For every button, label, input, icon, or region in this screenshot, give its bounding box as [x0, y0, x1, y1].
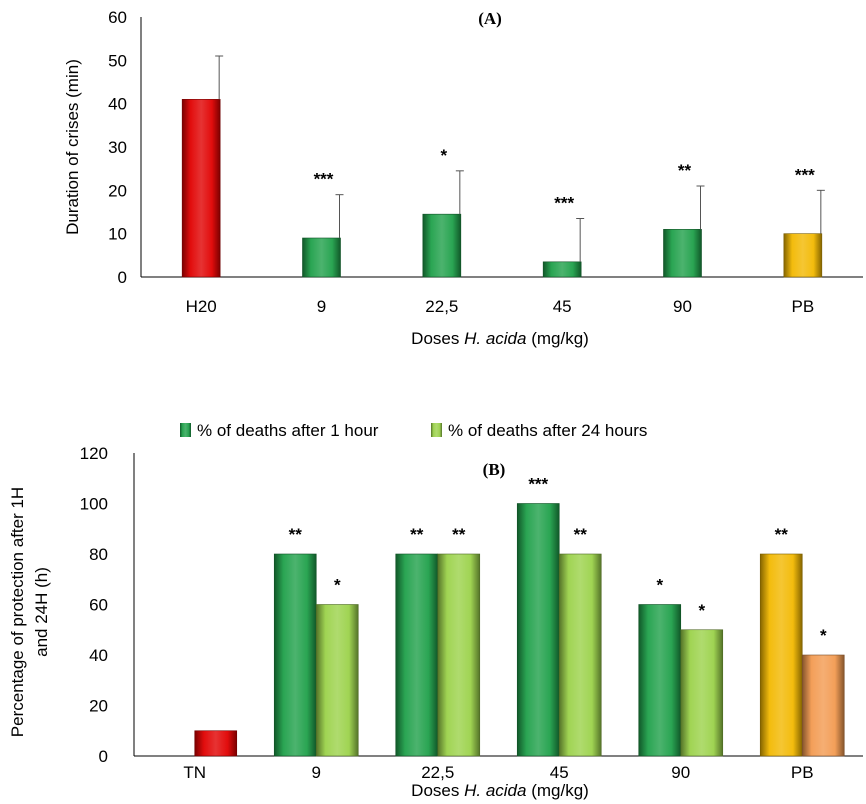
- panel-a-significance-mark: ***: [554, 194, 574, 213]
- panel-a-y-ticks: 0 10 20 30 40 50 60: [108, 8, 127, 287]
- panel-a: (A) Duration of crises (min) 0 10 20 30 40 50…: [63, 8, 863, 348]
- panel-b-title: (B): [483, 460, 506, 479]
- panel-a-title: (A): [478, 9, 502, 28]
- panel-a-y-axis-label: Duration of crises (min): [63, 59, 82, 235]
- panel-b-x-tick-label: TN: [183, 763, 206, 782]
- panel-a-x-tick-label: 22,5: [425, 297, 458, 316]
- panel-b-significance-mark: *: [698, 601, 705, 620]
- panel-b-bar-24h: [315, 604, 359, 757]
- panel-b-bar-1h: [759, 553, 803, 757]
- panel-b-x-tick-label: 45: [550, 763, 569, 782]
- panel-a-x-tick-label: 90: [673, 297, 692, 316]
- panel-a-bar: [542, 261, 582, 278]
- legend-item-1h: % of deaths after 1 hour: [180, 421, 379, 440]
- panel-a-x-tick-label: 45: [553, 297, 572, 316]
- legend-label-24h: % of deaths after 24 hours: [448, 421, 647, 440]
- panel-b-bar-24h: [437, 553, 481, 757]
- panel-a-y-tick-label: 0: [118, 268, 127, 287]
- panel-b-significance-mark: *: [334, 576, 341, 595]
- panel-b-significance-mark: **: [574, 525, 588, 544]
- panel-a-y-tick-label: 50: [108, 51, 127, 70]
- panel-a-bars: [181, 99, 823, 278]
- panel-a-x-ticks: H20 9 22,5 45 90 PB: [186, 297, 815, 316]
- panel-a-error-bars: [215, 55, 825, 262]
- panel-a-x-tick-label: PB: [791, 297, 814, 316]
- panel-a-y-tick-label: 30: [108, 138, 127, 157]
- panel-a-y-tick-label: 60: [108, 8, 127, 27]
- panel-b-bar-24h: [801, 654, 845, 757]
- panel-b-y-tick-label: 80: [89, 545, 108, 564]
- panel-a-bar: [422, 213, 462, 278]
- panel-b-y-tick-label: 60: [89, 596, 108, 615]
- panel-a-x-axis-label: Doses H. acida (mg/kg): [411, 329, 589, 348]
- legend-item-24h: % of deaths after 24 hours: [431, 421, 647, 440]
- panel-a-significance-mark: **: [678, 161, 692, 180]
- panel-b-significance-mark: **: [289, 525, 303, 544]
- panel-b-bar-24h: [194, 730, 238, 757]
- panel-b-y-ticks: 0 20 40 60 80 100 120: [80, 444, 108, 766]
- panel-b-significance-mark: *: [820, 626, 827, 645]
- panel-b-bar-24h: [558, 553, 602, 757]
- legend: % of deaths after 1 hour % of deaths aft…: [180, 421, 647, 440]
- panel-b-y-tick-label: 0: [99, 747, 108, 766]
- panel-a-y-tick-label: 10: [108, 225, 127, 244]
- panel-b-y-tick-label: 100: [80, 495, 108, 514]
- panel-b-significance: ** *********** ****: [289, 475, 827, 646]
- panel-b-significance-mark: ***: [528, 475, 548, 494]
- panel-b-x-tick-label: 90: [671, 763, 690, 782]
- panel-b-y-tick-label: 40: [89, 646, 108, 665]
- panel-b-y-axis-label-line2: and 24H (h): [32, 567, 51, 657]
- legend-label-1h: % of deaths after 1 hour: [197, 421, 379, 440]
- panel-a-significance: ********* ***: [314, 146, 816, 213]
- panel-b-y-tick-label: 120: [80, 444, 108, 463]
- panel-a-y-tick-label: 40: [108, 95, 127, 114]
- panel-b-x-tick-label: PB: [791, 763, 814, 782]
- panel-b-bar-1h: [273, 553, 317, 757]
- panel-b-y-tick-label: 20: [89, 697, 108, 716]
- panel-a-significance-mark: ***: [314, 170, 334, 189]
- panel-a-y-tick-label: 20: [108, 181, 127, 200]
- panel-b-x-axis-label: Doses H. acida (mg/kg): [411, 781, 589, 800]
- panel-a-bar: [302, 237, 341, 278]
- panel-b-bar-24h: [680, 629, 724, 757]
- panel-a-x-tick-label: 9: [317, 297, 326, 316]
- panel-b-bars: [194, 503, 845, 757]
- panel-b-y-axis-label-line1: Percentage of protection after 1H: [8, 487, 27, 737]
- panel-b-x-ticks: TN 9 22,5 45 90 PB: [183, 763, 813, 782]
- panel-a-significance-mark: *: [441, 146, 448, 165]
- panel-b-significance-mark: **: [775, 525, 789, 544]
- panel-a-bar: [783, 233, 823, 278]
- legend-swatch-1h: [180, 423, 191, 437]
- panel-a-bar: [663, 229, 702, 278]
- panel-b-bar-1h: [638, 604, 682, 757]
- panel-a-significance-mark: ***: [795, 165, 815, 184]
- panel-b-significance-mark: **: [410, 525, 424, 544]
- panel-b-significance-mark: **: [452, 525, 466, 544]
- panel-b-significance-mark: *: [656, 576, 663, 595]
- legend-swatch-24h: [431, 423, 442, 437]
- panel-b-x-tick-label: 22,5: [421, 763, 454, 782]
- panel-b: % of deaths after 1 hour % of deaths aft…: [8, 421, 863, 800]
- panel-b-bar-1h: [395, 553, 439, 757]
- panel-b-bar-1h: [516, 503, 560, 757]
- panel-a-bar: [181, 99, 221, 278]
- panel-b-x-tick-label: 9: [312, 763, 321, 782]
- panel-a-x-tick-label: H20: [186, 297, 217, 316]
